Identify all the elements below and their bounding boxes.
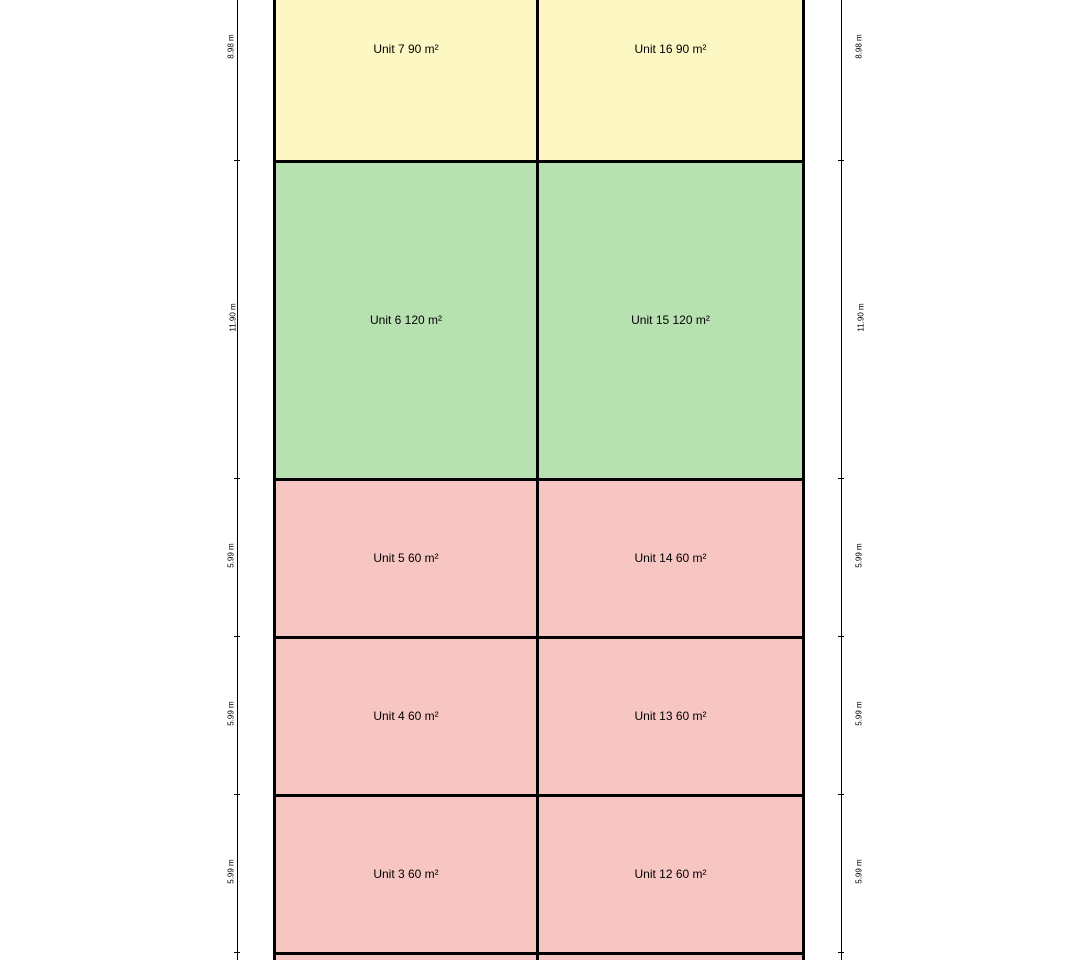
dim-line [237,478,238,636]
unit-cell: Unit 6 120 m² [273,160,539,478]
dim-tick [234,478,240,479]
unit-label: Unit 6 120 m² [370,313,442,327]
unit-label: Unit 5 60 m² [373,551,438,565]
unit-label: Unit 4 60 m² [373,709,438,723]
dim-tick [838,478,844,479]
dim-tick [838,160,844,161]
unit-label: Unit 16 90 m² [634,42,706,56]
dim-label: 5.99 m [227,859,236,883]
dim-label: 5.99 m [227,701,236,725]
dim-line [237,952,238,960]
dim-label: 5.99 m [227,543,236,567]
unit-cell: Unit 7 90 m² [273,0,539,160]
dim-label: 5.99 m [855,859,864,883]
unit-cell: Unit 4 60 m² [273,636,539,794]
dim-line [841,0,842,160]
dim-line [841,478,842,636]
dim-line [841,636,842,794]
unit-label: Unit 7 90 m² [373,42,438,56]
dim-label: 5.99 m [855,543,864,567]
dim-tick [234,636,240,637]
dim-tick [234,160,240,161]
floor-plan-diagram: Unit 7 90 m² Unit 16 90 m² 8.98 m 8.98 m Uni… [0,0,1080,960]
unit-label: Unit 13 60 m² [634,709,706,723]
dim-tick [838,952,844,953]
dim-line [237,794,238,952]
unit-label: Unit 12 60 m² [634,867,706,881]
dim-line [841,952,842,960]
unit-cell: Unit 16 90 m² [539,0,805,160]
dim-label: 8.98 m [227,34,236,58]
unit-cell: Unit 5 60 m² [273,478,539,636]
dim-line [237,0,238,160]
unit-cell: Unit 11 60 m² [539,952,805,960]
dim-tick [234,952,240,953]
dim-tick [234,794,240,795]
dim-line [841,794,842,952]
dim-label: 5.99 m [855,701,864,725]
dim-tick [838,636,844,637]
unit-cell: Unit 15 120 m² [539,160,805,478]
dim-tick [838,794,844,795]
unit-cell: Unit 12 60 m² [539,794,805,952]
unit-label: Unit 14 60 m² [634,551,706,565]
unit-cell: Unit 3 60 m² [273,794,539,952]
dim-line [237,636,238,794]
unit-cell: Unit 13 60 m² [539,636,805,794]
dim-label: 8.98 m [855,34,864,58]
unit-cell: Unit 14 60 m² [539,478,805,636]
dim-line [841,160,842,478]
unit-label: Unit 3 60 m² [373,867,438,881]
unit-label: Unit 15 120 m² [631,313,710,327]
unit-cell: Unit 2 60 m² [273,952,539,960]
dim-label: 11.90 m [229,303,238,331]
dim-label: 11.90 m [857,303,866,331]
